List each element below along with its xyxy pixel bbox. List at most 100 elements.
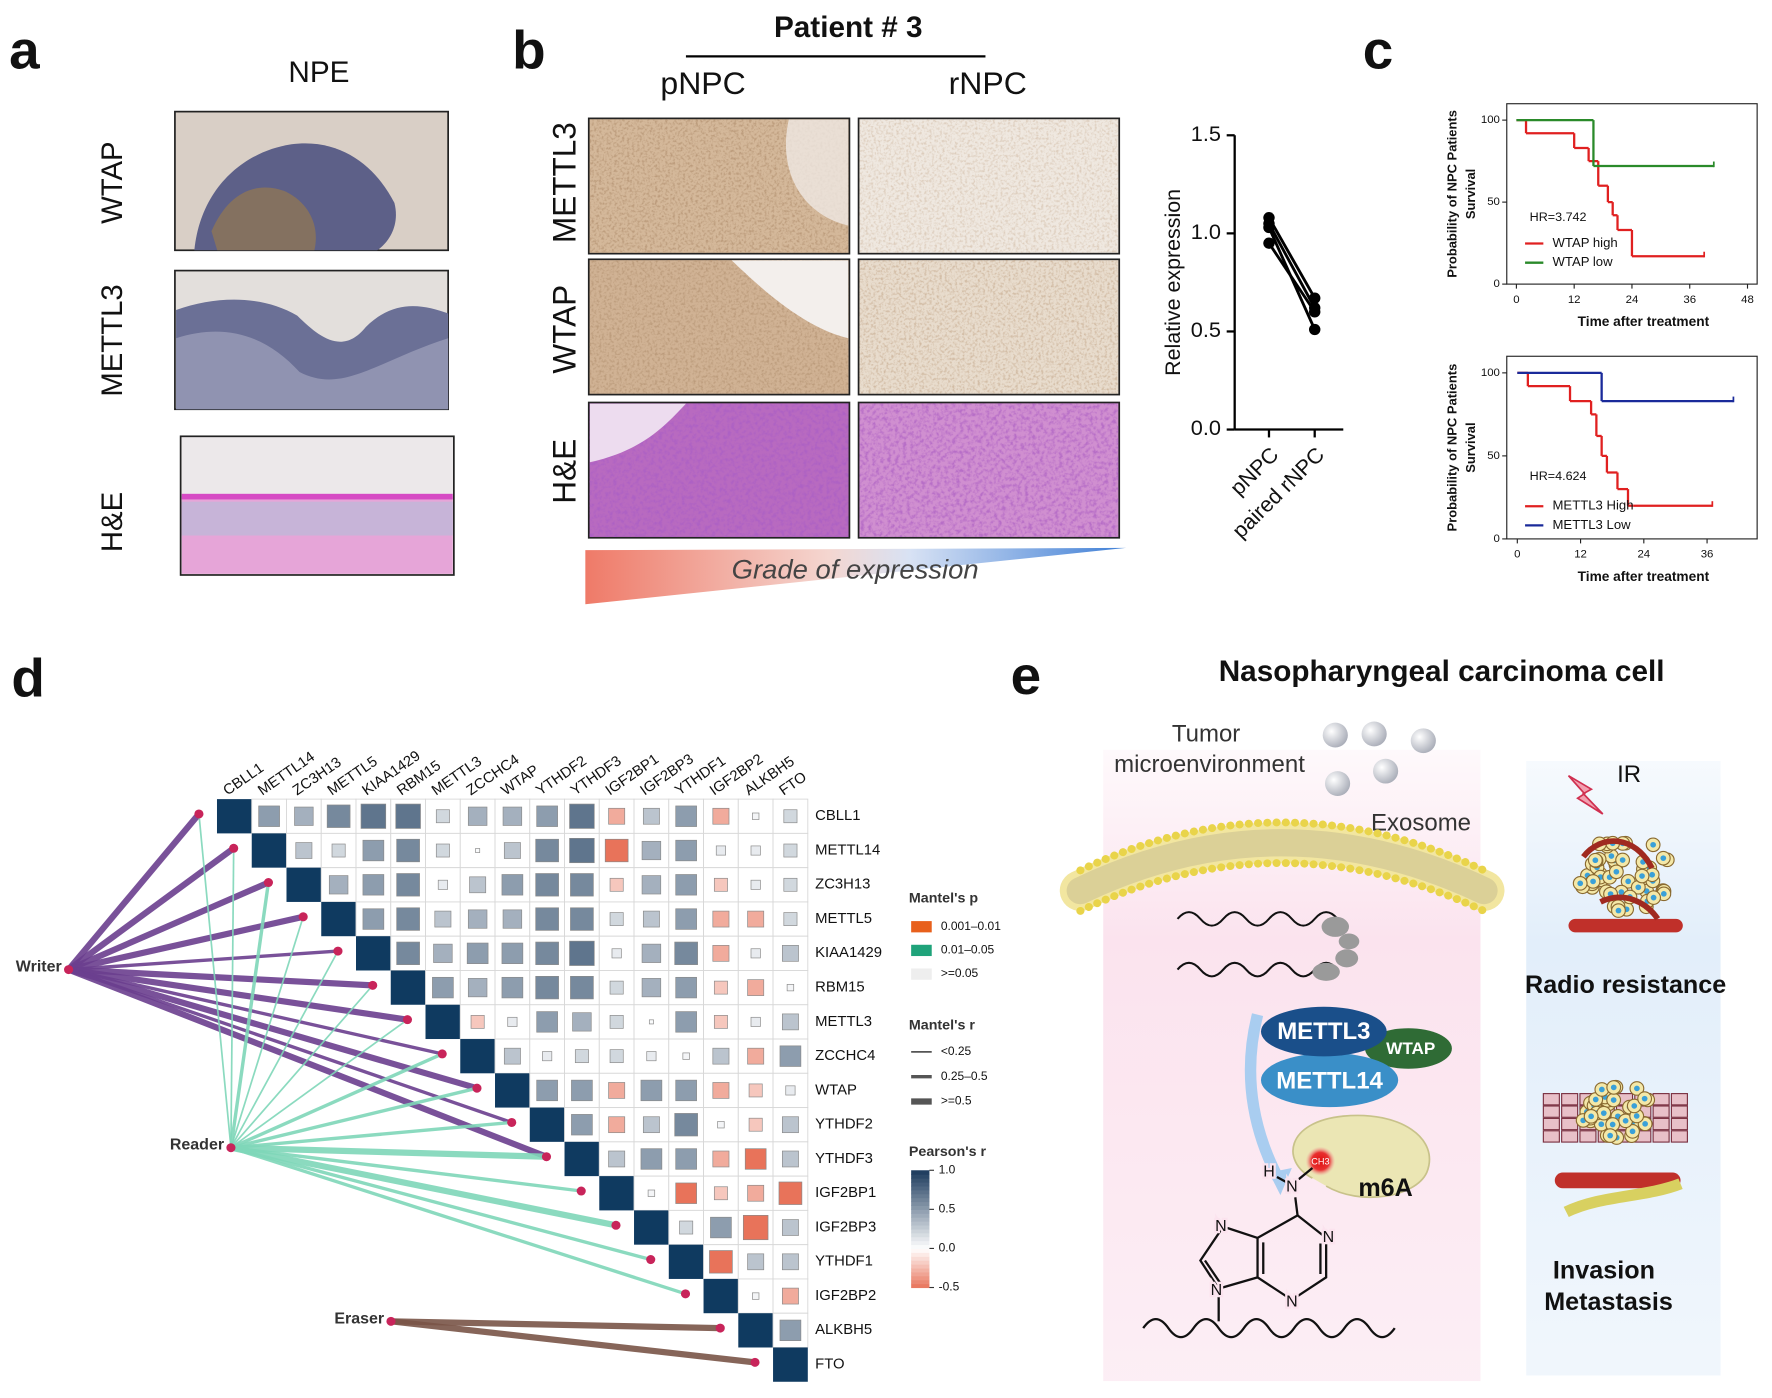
gene-node [229,843,239,853]
row-label: YTHDF1 [815,1254,873,1270]
correlation-square [779,1045,802,1067]
panel-label: b [512,20,546,81]
correlation-square [640,1079,663,1102]
correlation-square [501,874,524,896]
point [1263,221,1275,234]
correlation-square [778,1181,803,1205]
legend-swatch [911,968,932,980]
group-node [386,1316,396,1326]
tissue-cell [1561,1130,1579,1143]
correlation-square [713,1015,728,1029]
panel-title: Patient # 3 [774,11,923,44]
x-tick-label: 24 [1637,549,1650,561]
correlation-square [609,912,624,926]
mantel-link [230,1086,478,1150]
colorbar-step [911,1189,930,1195]
correlation-square [396,907,420,931]
arrow-head [1268,1168,1292,1196]
correlation-square [712,1150,730,1168]
correlation-square [642,910,660,928]
gene-node [680,1289,691,1299]
colorbar-step [911,1217,930,1222]
correlation-square [679,1220,694,1235]
correlation-square [675,839,697,862]
expression-gradient [585,547,1127,605]
row-label: YTHDF3 [815,1151,873,1167]
gene-node [368,980,378,990]
correlation-square [646,1051,657,1062]
mantel-link [67,913,304,973]
mantel-link [230,1144,617,1229]
vessel [1568,918,1683,933]
reader-pocket [1292,1114,1431,1198]
correlation-square [362,908,385,930]
correlation-square [396,838,420,863]
tumor-nucleus [1635,884,1642,891]
correlation-square [647,1189,656,1197]
y-axis-label: Survival [1463,422,1478,472]
pair-line [1267,226,1317,331]
correlation-square [503,842,521,859]
mettl3-protein [1260,1006,1387,1057]
correlation-square [717,1121,725,1129]
correlation-square [435,809,450,824]
colorbar-step [911,1213,930,1218]
correlation-square [640,1148,663,1170]
row-label: KIAA1429 [815,945,882,961]
correlation-square [641,943,662,963]
tumor-nucleus [1631,1103,1638,1109]
correlation-square [747,1047,765,1065]
methyl-label: CH3 [1311,1157,1329,1167]
colorbar-step [911,1248,930,1253]
colorbar-step [911,1252,930,1257]
tissue-cell [1579,1130,1597,1143]
correlation-square [786,984,795,992]
environment-label: microenvironment [1114,751,1305,778]
atom-label: N [1215,1218,1227,1235]
correlation-square [395,803,421,829]
tissue-cell [1652,1130,1670,1143]
colorbar-label: -0.5 [939,1280,960,1294]
correlation-square [609,1015,624,1029]
panel-title: NPE [288,56,349,89]
row-label: WTAP [815,1082,857,1098]
mantel-link [67,879,270,973]
mantel-link [230,1146,652,1262]
y-tick-label: 100 [1481,367,1500,379]
outcome-label: Radio resistance [1525,971,1726,999]
correlation-square [675,1182,697,1204]
correlation-square [608,1082,626,1099]
ribosomes [1312,916,1360,981]
gene-node [402,1015,413,1025]
y-tick-label: 0.0 [1191,415,1221,440]
diagonal-cell [634,1210,669,1245]
tissue-cell [1670,1117,1688,1131]
cell-frame [598,1004,635,1040]
correlation-square [535,907,559,931]
y-tick-label: 50 [1487,450,1500,462]
mantel-link [230,984,374,1149]
legend-swatch [911,921,932,933]
correlation-square [536,1011,558,1033]
correlation-square [783,877,798,892]
colorbar-step [911,1170,930,1175]
tissue-cell [1670,1093,1688,1106]
correlation-square [648,1019,654,1025]
tumor-nucleus [1650,894,1657,901]
colorbar-step [911,1236,930,1242]
correlation-square [570,907,594,931]
tissue-cell [1670,1105,1688,1118]
y-tick-label: 1.5 [1191,121,1221,146]
correlation-square [709,1250,733,1274]
mantel-link [390,1318,756,1366]
legend-label: WTAP high [1553,235,1618,250]
correlation-square [362,839,385,862]
atom-label: N [1211,1282,1223,1299]
protein-label: METTL14 [1276,1068,1383,1095]
correlation-square [674,941,698,965]
correlation-square [781,1116,799,1134]
panel-title: Nasopharyngeal carcinoma cell [1219,655,1665,688]
diagonal-cell [321,901,357,937]
gene-node [541,1152,552,1162]
